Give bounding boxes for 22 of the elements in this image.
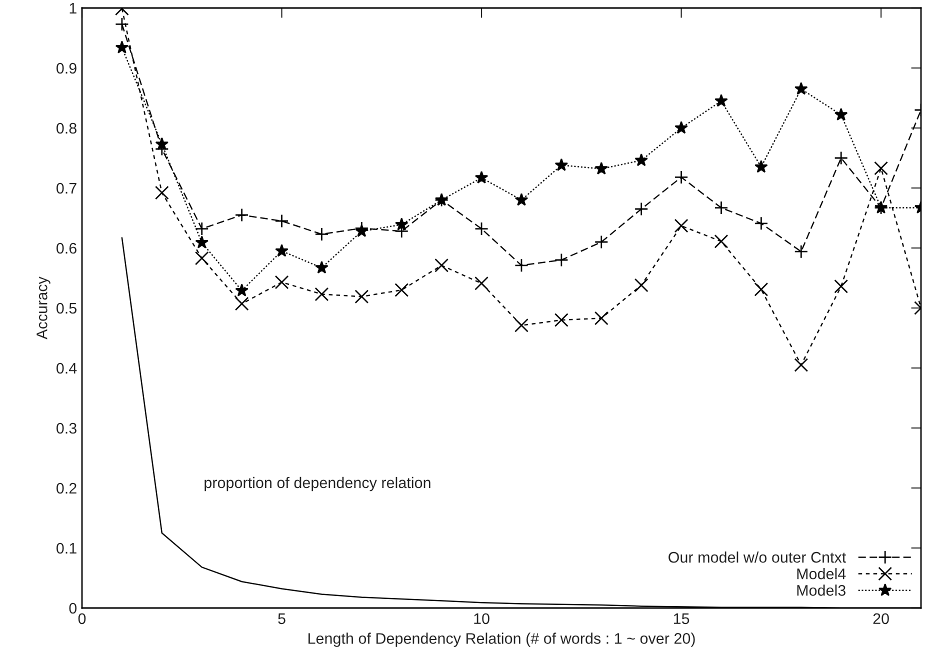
x-tick-label: 0 bbox=[78, 613, 86, 624]
y-tick-label: 0.7 bbox=[56, 182, 76, 194]
annotation: proportion of dependency relation bbox=[204, 476, 430, 492]
legend-label: Model3 bbox=[797, 584, 846, 596]
y-tick-label: 1 bbox=[70, 3, 76, 14]
x-tick-label: 15 bbox=[674, 613, 690, 624]
legend-label: Our model w/o outer Cntxt bbox=[668, 552, 846, 563]
y-tick-label: 0.2 bbox=[56, 482, 76, 494]
y-tick-label: 0 bbox=[69, 602, 77, 614]
x-tick-label: 20 bbox=[873, 613, 889, 624]
y-tick-label: 0.8 bbox=[56, 122, 76, 134]
y-tick-label: 0.9 bbox=[56, 62, 76, 74]
y-tick-label: 0.4 bbox=[56, 362, 77, 374]
y-tick-label: 0.6 bbox=[56, 242, 76, 254]
y-tick-label: 0.3 bbox=[56, 422, 76, 434]
x-tick-label: 10 bbox=[474, 613, 490, 624]
x-tick-label: 5 bbox=[278, 613, 286, 624]
legend-label: Model4 bbox=[797, 568, 846, 580]
y-tick-label: 0.1 bbox=[56, 542, 76, 554]
x-axis-title: Length of Dependency Relation (# of words : 1 ~ over 20) bbox=[308, 632, 695, 647]
y-axis-title: Accuracy bbox=[36, 276, 50, 340]
y-tick-label: 0.5 bbox=[56, 302, 76, 314]
